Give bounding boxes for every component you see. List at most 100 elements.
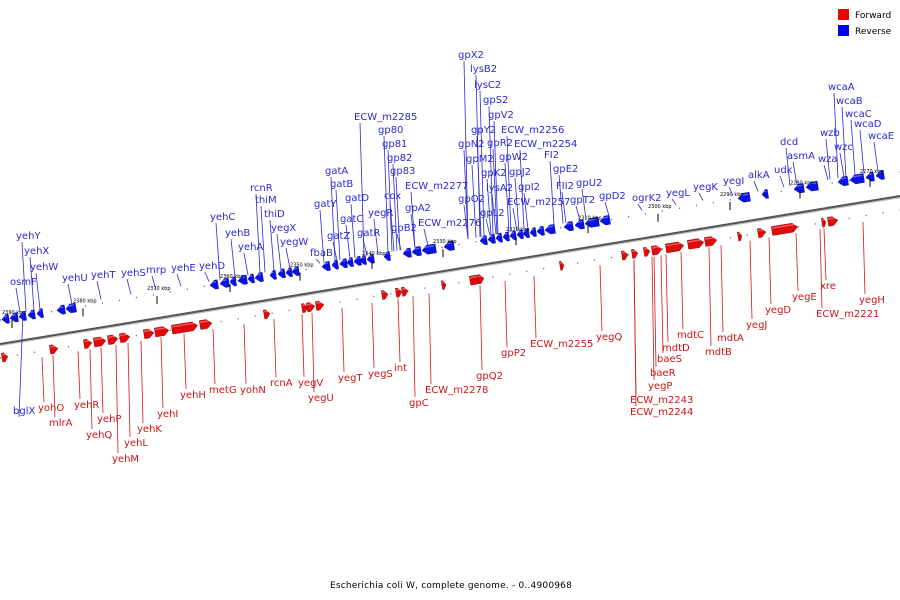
forward-gene-arrow [441, 280, 447, 290]
leader-line [397, 298, 401, 363]
gene-label-gpj2: gpJ2 [509, 167, 531, 178]
gene-label-gpu2: gpU2 [576, 178, 602, 189]
gene-label-yegh: yegH [859, 295, 885, 306]
forward-gene-arrow [651, 245, 663, 256]
leader-line [392, 163, 398, 251]
legend-reverse-swatch [838, 25, 849, 36]
reverse-gene-arrow [346, 257, 354, 268]
reverse-gene-arrow [737, 192, 751, 203]
gene-label-mdtd: mdtD [662, 343, 690, 354]
leader-line [273, 318, 277, 378]
leader-line [471, 164, 477, 238]
gene-label-ecw-m2221: ECW_m2221 [816, 309, 879, 320]
reverse-gene-arrow [502, 231, 510, 242]
leader-line [561, 191, 567, 223]
gene-label-mdtb: mdtB [705, 347, 732, 358]
reverse-gene-arrow [36, 308, 44, 318]
axis-tick-label: 2390 kbp [2, 310, 26, 316]
reverse-gene-arrow [509, 230, 517, 241]
gene-label-cox: cox [384, 191, 401, 202]
gene-label-wcac: wcaC [845, 109, 872, 120]
genome-caption: Escherichia coli W, complete genome. - 0… [330, 581, 572, 591]
gene-label-thid: thiD [264, 209, 285, 220]
forward-gene-arrow [665, 241, 685, 254]
leader-line [637, 203, 643, 211]
leader-line [479, 285, 483, 371]
gene-label-yehb: yehB [225, 228, 250, 239]
reverse-gene-arrow [359, 255, 367, 265]
gene-label-ecw-m2255: ECW_m2255 [530, 339, 593, 350]
reverse-gene-arrow [793, 183, 805, 194]
forward-gene-arrow [154, 326, 170, 338]
leader-line [823, 164, 829, 180]
reverse-gene-arrow [291, 266, 300, 276]
gene-label-dcd: dcd [780, 137, 798, 148]
leader-line [77, 351, 81, 400]
gene-label-wzc: wzc [834, 142, 853, 153]
leader-line [255, 193, 261, 274]
gene-label-gatd: gatD [345, 193, 369, 204]
gene-label-yehw: yehW [30, 262, 58, 273]
reverse-gene-arrow [495, 232, 503, 243]
gene-label-gp80: gp80 [378, 125, 403, 136]
axis-tick-label: 2370 kbp [147, 286, 171, 292]
gene-label-gpt2: gpT2 [570, 195, 595, 206]
gene-label-fi2: FI2 [544, 150, 559, 161]
gene-label-yehs: yehS [121, 268, 146, 279]
leader-line [671, 198, 677, 206]
leader-line [660, 255, 664, 354]
gene-label-yehh: yehH [180, 390, 206, 401]
forward-gene-arrow [821, 217, 827, 228]
leader-line [311, 312, 315, 393]
leader-line [728, 186, 734, 196]
gene-label-gpe2: gpE2 [553, 164, 578, 175]
gene-label-wza: wza [818, 154, 838, 165]
reverse-gene-arrow [285, 267, 293, 278]
leader-line [720, 245, 724, 333]
gene-label-yegk: yegK [693, 182, 718, 193]
gene-label-ecw-m2243: ECW_m2243 [630, 395, 693, 406]
forward-gene-arrow [306, 302, 316, 313]
gene-label-yohn: yohN [240, 385, 266, 396]
leader-line [665, 254, 669, 343]
leader-line [215, 222, 221, 280]
leader-line [371, 302, 375, 369]
gene-label-wcaa: wcaA [828, 82, 855, 93]
axis-shadow [0, 196, 900, 347]
gene-label-yege: yegE [792, 292, 817, 303]
gene-label-ecw-m2244: ECW_m2244 [630, 407, 693, 418]
forward-gene-arrow [643, 247, 651, 257]
leader-line [35, 272, 41, 310]
leader-line [779, 175, 785, 188]
gene-label-gpl2: gpL2 [480, 208, 505, 219]
forward-gene-arrow [771, 222, 798, 236]
gene-label-ecw-m2285: ECW_m2285 [354, 112, 417, 123]
gene-label-rcnr: rcnR [250, 183, 273, 194]
reverse-gene-arrow [331, 259, 339, 270]
gene-label-yehc: yehC [210, 212, 235, 223]
leader-line [479, 90, 485, 237]
reverse-gene-arrow [479, 235, 488, 246]
leader-line [862, 222, 866, 295]
leader-line [549, 160, 555, 225]
leader-line [859, 129, 865, 174]
gene-label-gpq2: gpQ2 [476, 371, 503, 382]
leader-line [493, 120, 499, 235]
leader-line [412, 296, 416, 398]
leader-line [21, 241, 27, 312]
gene-label-yegj: yegJ [746, 320, 767, 331]
axis-tick-label: 2280 kbp [790, 180, 814, 186]
leader-line [423, 228, 429, 246]
leader-line [160, 337, 164, 409]
leader-line [383, 135, 389, 253]
reverse-gene-arrow [544, 224, 556, 235]
gene-label-yehx: yehX [24, 246, 49, 257]
leader-line [315, 258, 321, 264]
gene-label-yeha: yehA [238, 242, 263, 253]
leader-line [341, 307, 345, 373]
reverse-gene-arrow [9, 312, 19, 323]
leader-line [633, 259, 637, 407]
reverse-gene-arrow [516, 229, 524, 240]
leader-line [319, 209, 325, 263]
reverse-gene-arrow [574, 219, 585, 230]
